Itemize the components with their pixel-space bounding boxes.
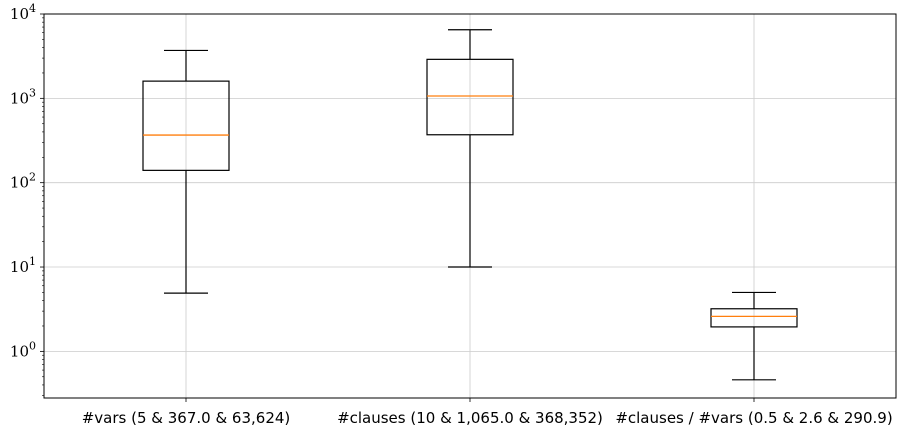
x-tick-label: #clauses (10 & 1,065.0 & 368,352) xyxy=(337,409,603,427)
iqr-box xyxy=(426,58,514,136)
iqr-box xyxy=(710,308,798,328)
x-tick-label: #clauses / #vars (0.5 & 2.6 & 290.9) xyxy=(615,409,892,427)
box-layer xyxy=(142,29,798,381)
y-tick-label: 103 xyxy=(10,86,36,107)
box-group xyxy=(142,49,230,294)
y-tick-label: 104 xyxy=(10,2,36,23)
y-tick-label: 102 xyxy=(10,171,36,192)
x-axis-ticks: #vars (5 & 367.0 & 63,624) #clauses (10 &… xyxy=(82,398,893,427)
x-tick-label: #vars (5 & 367.0 & 63,624) xyxy=(82,409,291,427)
y-tick-label: 101 xyxy=(10,255,36,276)
y-tick-label: 100 xyxy=(10,339,36,360)
iqr-box xyxy=(142,80,230,171)
y-axis-ticks: 100 101 102 103 104 xyxy=(10,2,44,396)
box-group xyxy=(710,291,798,381)
box-group xyxy=(426,29,514,268)
